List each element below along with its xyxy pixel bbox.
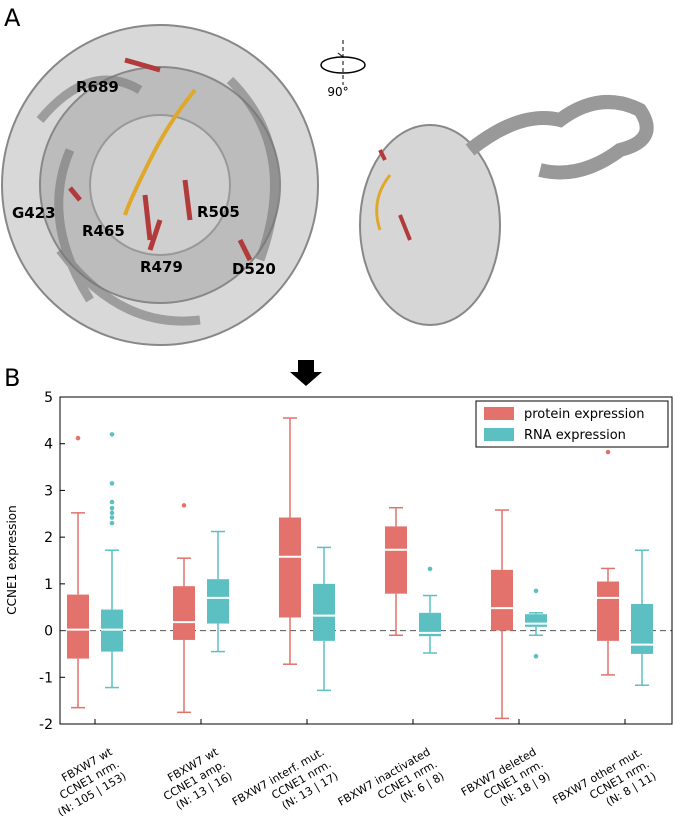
- outlier: [109, 499, 115, 505]
- box-group: [67, 435, 89, 709]
- panel-label: A: [4, 4, 21, 32]
- rotation-label: 90°: [327, 85, 348, 99]
- residue-label: G423: [12, 204, 56, 222]
- box-group: [491, 509, 513, 720]
- legend: protein expression RNA expression: [475, 400, 669, 448]
- box: [207, 579, 229, 624]
- box: [313, 583, 335, 641]
- outlier: [109, 515, 115, 520]
- x-tick-label: FBXW7 other mut.CCNE1 nrm.(N: 8 | 11): [550, 745, 658, 808]
- residue-label: R689: [76, 78, 119, 96]
- plot-frame: [59, 396, 673, 725]
- box-group: [101, 432, 123, 689]
- box-group: [173, 503, 195, 714]
- legend-swatch: [484, 407, 514, 420]
- box: [385, 526, 407, 594]
- box-group: [419, 566, 441, 654]
- outlier: [109, 432, 115, 437]
- outlier: [109, 505, 115, 511]
- box-group: [207, 530, 229, 653]
- outlier: [109, 510, 115, 516]
- box-group: [597, 449, 619, 676]
- residue-label: R505: [197, 203, 240, 221]
- box: [631, 603, 653, 654]
- box: [67, 594, 89, 659]
- box: [419, 612, 441, 637]
- outlier: [109, 520, 115, 526]
- box: [597, 581, 619, 641]
- box: [279, 517, 301, 618]
- y-tick-label: -2: [39, 717, 53, 733]
- highlight-arrow: [290, 360, 322, 386]
- protein-structure-side: [359, 95, 654, 326]
- residue-label: R479: [140, 258, 183, 276]
- outlier: [181, 503, 187, 508]
- box-group: [279, 417, 301, 665]
- y-axis-label: CCNE1 expression: [5, 505, 19, 615]
- box: [173, 586, 195, 640]
- outlier: [533, 588, 539, 594]
- legend-swatch: [484, 428, 514, 441]
- outlier: [533, 653, 539, 659]
- outlier: [109, 481, 115, 486]
- y-tick-label: 5: [44, 390, 53, 406]
- box-group: [385, 506, 407, 636]
- legend-label: protein expression: [524, 407, 644, 422]
- x-tick-label: FBXW7 interf. mut.CCNE1 nrm.(N: 13 | 17): [230, 745, 341, 812]
- y-tick-label: 2: [44, 530, 53, 546]
- panel-label: B: [4, 364, 20, 392]
- y-tick-label: 0: [44, 624, 53, 640]
- outlier: [605, 449, 611, 455]
- outlier: [75, 435, 81, 441]
- residue-label: R465: [82, 222, 125, 240]
- y-tick-label: 1: [44, 577, 53, 593]
- box-group: [313, 546, 335, 692]
- box: [525, 614, 547, 627]
- box: [491, 569, 513, 631]
- y-tick-label: 3: [44, 483, 53, 499]
- box-group: [525, 588, 547, 659]
- legend-label: RNA expression: [524, 428, 626, 443]
- outlier: [427, 566, 433, 572]
- residue-label: D520: [232, 260, 276, 278]
- protein-structure-top: [1, 24, 319, 346]
- box-group: [631, 549, 653, 686]
- y-tick-label: 4: [44, 437, 53, 453]
- rotation-icon: [320, 40, 366, 85]
- y-tick-label: -1: [39, 670, 53, 686]
